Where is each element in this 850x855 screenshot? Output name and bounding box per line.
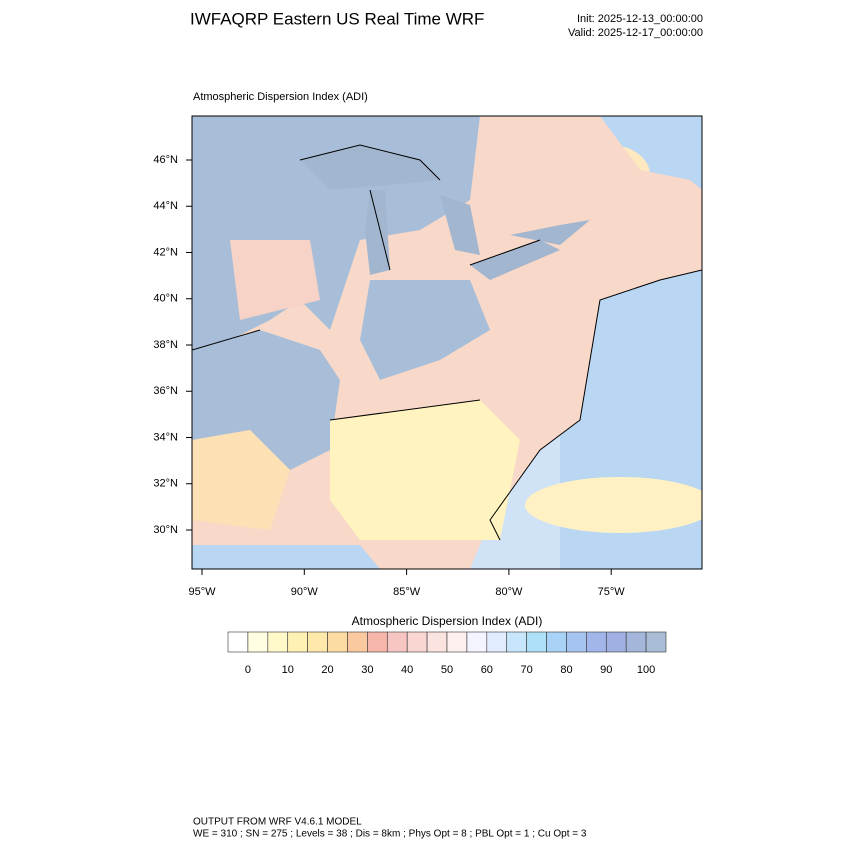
colorbar-box [227, 631, 249, 653]
footer-line: OUTPUT FROM WRF V4.6.1 MODEL [193, 817, 362, 828]
colorbar-box [287, 631, 308, 653]
lat-label: 42°N [153, 246, 178, 258]
map: 46°N 44°N 42°N 40°N 38°N 36°N 34°N 32°N 30°N 95°… [153, 115, 703, 598]
map-subtitle: Atmospheric Dispersion Index (ADI) [193, 91, 368, 103]
colorbar-tick-label: 40 [401, 664, 413, 676]
colorbar-box [546, 631, 567, 653]
lon-label: 85°W [393, 586, 421, 598]
colorbar-tick-label: 50 [441, 664, 453, 676]
lat-label: 38°N [153, 339, 178, 351]
lat-label: 32°N [153, 478, 178, 490]
colorbar-box [327, 631, 348, 653]
colorbar-box [426, 631, 448, 653]
lon-label: 75°W [598, 586, 626, 598]
colorbar-title: Atmospheric Dispersion Index (ADI) [352, 614, 543, 628]
init-time: Init: 2025-12-13_00:00:00 [577, 13, 703, 25]
colorbar-tick-label: 80 [560, 664, 572, 676]
colorbar-box [267, 631, 289, 653]
colorbar-tick-label: 20 [321, 664, 333, 676]
colorbar-box [566, 631, 587, 653]
colorbar-box [506, 631, 527, 653]
colorbar-tick-label: 10 [282, 664, 294, 676]
colorbar-box [486, 631, 508, 653]
colorbar-tick-label: 100 [637, 664, 655, 676]
lat-label: 36°N [153, 385, 178, 397]
valid-time: Valid: 2025-12-17_00:00:00 [568, 27, 703, 39]
colorbar-box [347, 631, 368, 653]
colorbar-box [446, 631, 468, 653]
colorbar-tick-label: 90 [600, 664, 612, 676]
colorbar-tick-label: 70 [521, 664, 533, 676]
colorbar-tick-label: 30 [361, 664, 373, 676]
colorbar-box [526, 631, 547, 653]
colorbar-box [645, 631, 667, 653]
lat-label: 40°N [153, 293, 178, 305]
title: IWFAQRP Eastern US Real Time WRF [190, 9, 484, 28]
colorbar-box [367, 631, 388, 653]
colorbar-tick-label: 0 [245, 664, 251, 676]
footer-line: WE = 310 ; SN = 275 ; Levels = 38 ; Dis … [193, 829, 587, 840]
colorbar: 0 10 20 30 40 50 60 70 80 90 100 [227, 631, 667, 676]
lat-label: 44°N [153, 200, 178, 212]
lon-label: 95°W [188, 586, 216, 598]
lat-label: 34°N [153, 431, 178, 443]
colorbar-box [586, 631, 607, 653]
lat-label: 46°N [153, 154, 178, 166]
colorbar-box [466, 631, 488, 653]
lon-label: 80°W [495, 586, 523, 598]
colorbar-box [247, 631, 269, 653]
lat-label: 30°N [153, 524, 178, 536]
lon-label: 90°W [291, 586, 319, 598]
colorbar-box [406, 631, 428, 653]
colorbar-box [625, 631, 647, 653]
lon-labels: 95°W 90°W 85°W 80°W 75°W [188, 569, 625, 598]
colorbar-box [386, 631, 408, 653]
lat-labels: 46°N 44°N 42°N 40°N 38°N 36°N 34°N 32°N 30°N [153, 154, 192, 536]
colorbar-box [605, 631, 627, 653]
colorbar-box [307, 631, 328, 653]
colorbar-tick-label: 60 [481, 664, 493, 676]
